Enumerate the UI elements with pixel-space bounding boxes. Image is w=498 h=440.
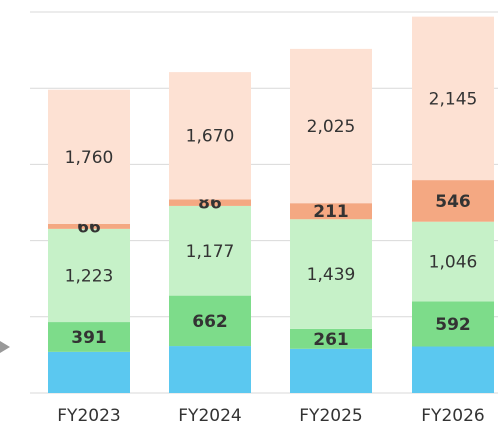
- data-label: 546: [435, 192, 471, 212]
- data-label: 1,760: [65, 148, 114, 168]
- bar-segment: [48, 89, 130, 224]
- bar-segment: [48, 351, 130, 393]
- bar-segment: [290, 203, 372, 220]
- bar-segment: [412, 180, 494, 222]
- data-label: 1,223: [65, 266, 114, 286]
- bar-segment: [169, 205, 251, 296]
- data-label: 1,177: [186, 242, 235, 262]
- data-label: 1,439: [307, 265, 356, 285]
- bar-segment: [169, 295, 251, 347]
- x-tick-label: FY2025: [299, 406, 362, 426]
- x-tick-label: FY2026: [421, 406, 484, 426]
- data-label: 662: [192, 312, 228, 332]
- data-label: 211: [313, 202, 349, 222]
- x-tick-label: FY2023: [57, 406, 120, 426]
- bar-segment: [48, 223, 130, 229]
- bar-segment: [169, 72, 251, 200]
- pointer-arrow: [0, 341, 10, 353]
- bar-segment: [412, 301, 494, 347]
- data-label: 1,046: [429, 253, 478, 273]
- bar-segment: [290, 48, 372, 204]
- data-label: 261: [313, 330, 349, 350]
- bar-segment: [412, 346, 494, 393]
- bar-segment: [290, 219, 372, 329]
- data-label: 592: [435, 315, 471, 335]
- data-label: 2,145: [429, 89, 478, 109]
- bar-segment: [48, 322, 130, 352]
- bar-segment: [290, 348, 372, 393]
- bar-segment: [412, 16, 494, 181]
- bar-segment: [48, 228, 130, 323]
- data-label: 2,025: [307, 117, 356, 137]
- bar-segment: [169, 199, 251, 206]
- x-tick-label: FY2024: [178, 406, 241, 426]
- data-label: 391: [71, 328, 107, 348]
- bar-segment: [169, 346, 251, 393]
- bar-segment: [412, 221, 494, 302]
- data-label: 1,670: [186, 127, 235, 147]
- bar-segment: [290, 328, 372, 349]
